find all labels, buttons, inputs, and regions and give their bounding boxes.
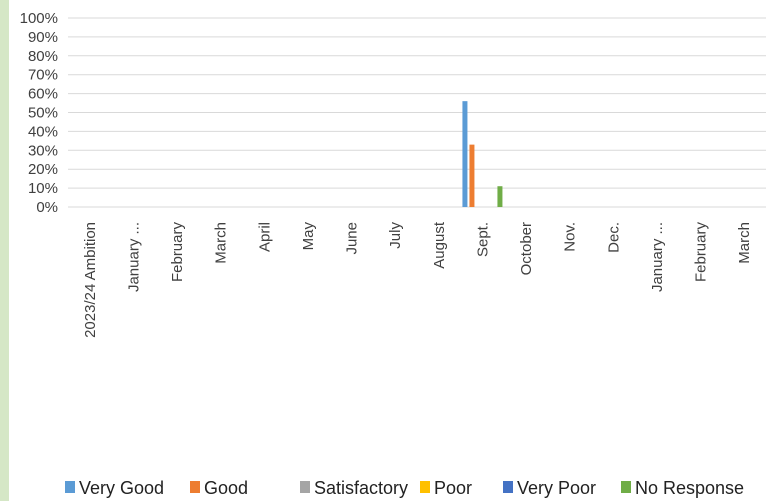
x-category-label: April: [256, 222, 273, 252]
x-category-label: Dec.: [605, 222, 622, 253]
legend-label: Very Good: [79, 478, 164, 498]
x-category-label: August: [431, 221, 448, 269]
legend-label: Satisfactory: [314, 478, 408, 498]
x-category-label: Nov.: [562, 222, 579, 252]
y-tick-label: 70%: [28, 67, 58, 84]
x-category-label: October: [518, 222, 535, 275]
x-axis: 2023/24 Ambition January ... February March…: [82, 221, 753, 338]
x-category-label: January ...: [649, 222, 666, 292]
x-category-label: March: [213, 222, 230, 264]
y-tick-label: 0%: [36, 199, 58, 216]
legend-swatch: [190, 481, 200, 493]
y-tick-label: 20%: [28, 161, 58, 178]
gridlines: [68, 17, 766, 208]
y-tick-label: 80%: [28, 48, 58, 65]
legend-label: Very Poor: [517, 478, 596, 498]
x-category-label: February: [169, 222, 186, 283]
legend-label: Good: [204, 478, 248, 498]
bar-very-good: [462, 101, 468, 207]
legend-label: Poor: [434, 478, 472, 498]
y-tick-label: 50%: [28, 105, 58, 122]
y-tick-label: 90%: [28, 29, 58, 46]
y-tick-label: 100%: [20, 10, 58, 27]
x-category-label: January ...: [125, 222, 142, 292]
legend-swatch: [420, 481, 430, 493]
left-accent-border: [0, 0, 9, 501]
y-tick-label: 10%: [28, 180, 58, 197]
y-tick-label: 40%: [28, 123, 58, 140]
x-category-label: February: [693, 222, 710, 283]
legend: Very Good Good Satisfactory Poor Very Poor No…: [65, 478, 744, 498]
y-axis: 0% 10% 20% 30% 40%50% 60% 70% 80% 90% 100%: [20, 10, 58, 216]
x-category-label: March: [736, 222, 753, 264]
y-tick-label: 60%: [28, 86, 58, 103]
legend-swatch: [503, 481, 513, 493]
legend-swatch: [621, 481, 631, 493]
legend-swatch: [300, 481, 310, 493]
y-tick-label: 30%: [28, 142, 58, 159]
bar-no-response: [497, 186, 503, 207]
x-category-label: July: [387, 222, 404, 249]
x-category-label: 2023/24 Ambition: [82, 222, 99, 338]
legend-swatch: [65, 481, 75, 493]
x-category-label: May: [300, 222, 317, 251]
x-category-label: Sept.: [474, 222, 491, 257]
x-category-label: June: [344, 222, 361, 255]
bar-good: [469, 144, 475, 207]
bars: [462, 101, 503, 207]
legend-label: No Response: [635, 478, 744, 498]
